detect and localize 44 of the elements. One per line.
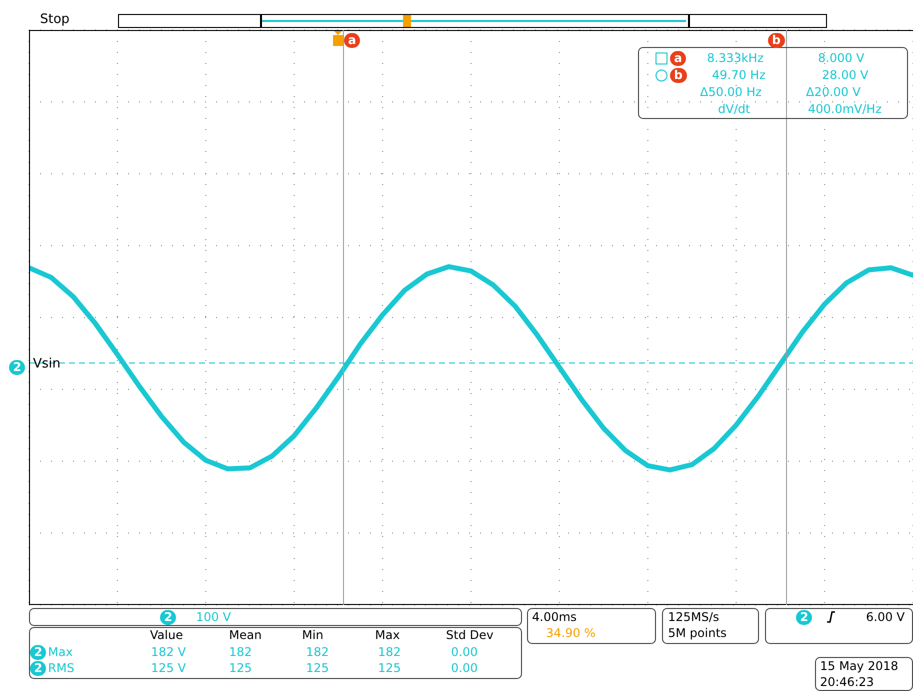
- text: Max: [375, 628, 400, 643]
- text: 20:46:23: [820, 675, 874, 690]
- text: 125 V: [151, 661, 186, 676]
- text: 400.0mV/Hz: [808, 102, 882, 117]
- text: 2: [9, 360, 26, 375]
- text: Δ50.00 Hz: [700, 85, 762, 100]
- text: 125: [229, 661, 252, 676]
- text: dV/dt: [718, 102, 750, 117]
- text: 28.00 V: [822, 68, 868, 83]
- text: Max: [48, 645, 73, 660]
- text: 125: [306, 661, 329, 676]
- text: a: [344, 33, 360, 48]
- text: 182: [378, 645, 401, 660]
- ref-line-label: Vsin: [33, 356, 61, 372]
- text: 182 V: [151, 645, 186, 660]
- text: 15 May 2018: [820, 659, 898, 674]
- text: Value: [150, 628, 183, 643]
- text: b: [670, 68, 687, 83]
- text: Δ20.00 V: [806, 85, 861, 100]
- text: 2: [30, 645, 46, 660]
- text: 49.70 Hz: [712, 68, 766, 83]
- text: 2: [796, 610, 812, 625]
- text: Min: [302, 628, 324, 643]
- text: Std Dev: [446, 628, 494, 643]
- text: RMS: [48, 661, 74, 676]
- text: 182: [306, 645, 329, 660]
- text: 0.00: [451, 645, 478, 660]
- text: 100 V: [196, 610, 231, 625]
- text: b: [768, 33, 785, 48]
- text: Mean: [229, 628, 262, 643]
- text: 2: [30, 661, 46, 676]
- text: 8.333kHz: [707, 51, 764, 66]
- text: 6.00 V: [866, 610, 905, 625]
- text: 5M points: [668, 626, 727, 641]
- text: 0.00: [451, 661, 478, 676]
- text: 4.00ms: [532, 610, 577, 625]
- text: 8.000 V: [818, 51, 864, 66]
- text: a: [670, 51, 686, 66]
- text: 182: [229, 645, 252, 660]
- text: 125: [378, 661, 401, 676]
- text: 2: [160, 610, 176, 625]
- text: Stop: [40, 12, 70, 27]
- text: 125MS/s: [668, 610, 720, 625]
- text: 34.90 %: [546, 626, 596, 641]
